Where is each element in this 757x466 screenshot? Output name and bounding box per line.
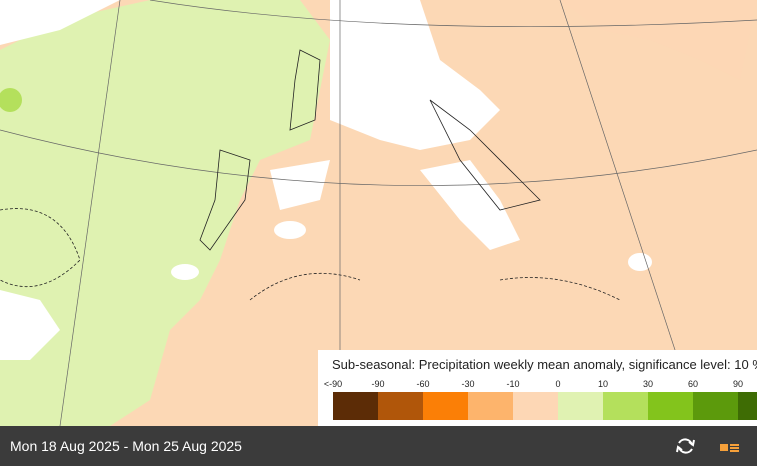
legend-swatch — [333, 392, 378, 420]
legend-title: Sub-seasonal: Precipitation weekly mean … — [332, 357, 757, 372]
legend-tick-label: 30 — [643, 379, 653, 389]
legend-swatch — [513, 392, 558, 420]
legend-swatch — [693, 392, 738, 420]
footer-bar: Mon 18 Aug 2025 - Mon 25 Aug 2025 — [0, 426, 757, 466]
date-range: Mon 18 Aug 2025 - Mon 25 Aug 2025 — [10, 438, 242, 454]
legend-tick-label: 0 — [555, 379, 560, 389]
legend-tick-label: 10 — [598, 379, 608, 389]
refresh-button[interactable] — [676, 438, 695, 454]
legend-swatch — [468, 392, 513, 420]
legend-swatch — [378, 392, 423, 420]
legend-tick-label: -10 — [506, 379, 519, 389]
legend-swatch — [558, 392, 603, 420]
legend-tick-label: 60 — [688, 379, 698, 389]
legend-swatch — [603, 392, 648, 420]
legend: Sub-seasonal: Precipitation weekly mean … — [318, 350, 757, 426]
legend-swatch — [738, 392, 757, 420]
map[interactable] — [0, 0, 757, 426]
legend-toggle[interactable] — [720, 444, 739, 452]
footer-icons — [676, 438, 739, 454]
legend-tick-label: -60 — [416, 379, 429, 389]
legend-tick-label: -30 — [461, 379, 474, 389]
legend-swatch — [648, 392, 693, 420]
legend-tick-label: <-90 — [324, 379, 342, 389]
legend-swatch — [423, 392, 468, 420]
legend-tick-label: -90 — [371, 379, 384, 389]
legend-tick-label: 90 — [733, 379, 743, 389]
legend-scale: <-90 -90 -60 -30 -10 0 10 30 60 90 — [324, 379, 757, 420]
